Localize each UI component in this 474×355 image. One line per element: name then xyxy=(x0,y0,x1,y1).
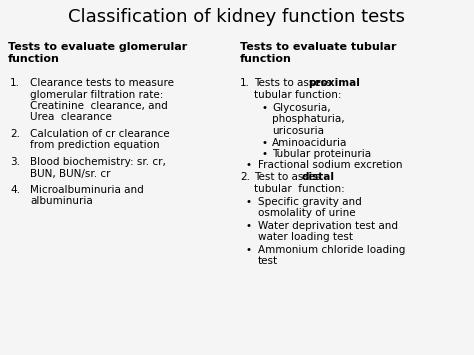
Text: Creatinine  clearance, and: Creatinine clearance, and xyxy=(30,101,168,111)
Text: Aminoaciduria: Aminoaciduria xyxy=(272,137,347,147)
Text: •: • xyxy=(246,160,252,170)
Text: •: • xyxy=(262,149,268,159)
Text: •: • xyxy=(246,197,252,207)
Text: test: test xyxy=(258,257,278,267)
Text: 2.: 2. xyxy=(240,172,250,182)
Text: Urea  clearance: Urea clearance xyxy=(30,113,112,122)
Text: Calculation of cr clearance: Calculation of cr clearance xyxy=(30,129,170,139)
Text: Specific gravity and: Specific gravity and xyxy=(258,197,362,207)
Text: 1.: 1. xyxy=(10,78,20,88)
Text: tubular function:: tubular function: xyxy=(254,89,341,99)
Text: tubular  function:: tubular function: xyxy=(254,184,345,193)
Text: water loading test: water loading test xyxy=(258,233,353,242)
Text: phosphaturia,: phosphaturia, xyxy=(272,115,345,125)
Text: Tests to assess: Tests to assess xyxy=(254,78,335,88)
Text: Tests to evaluate glomerular
function: Tests to evaluate glomerular function xyxy=(8,42,187,64)
Text: 1.: 1. xyxy=(240,78,250,88)
Text: uricosuria: uricosuria xyxy=(272,126,324,136)
Text: Clearance tests to measure: Clearance tests to measure xyxy=(30,78,174,88)
Text: Classification of kidney function tests: Classification of kidney function tests xyxy=(69,8,405,26)
Text: Tests to evaluate tubular
function: Tests to evaluate tubular function xyxy=(240,42,396,64)
Text: Fractional sodium excretion: Fractional sodium excretion xyxy=(258,160,402,170)
Text: Ammonium chloride loading: Ammonium chloride loading xyxy=(258,245,405,255)
Text: •: • xyxy=(246,221,252,231)
Text: •: • xyxy=(262,103,268,113)
Text: distal: distal xyxy=(301,172,334,182)
Text: 4.: 4. xyxy=(10,185,20,195)
Text: Blood biochemistry: sr. cr,: Blood biochemistry: sr. cr, xyxy=(30,157,166,167)
Text: glomerular filtration rate:: glomerular filtration rate: xyxy=(30,89,164,99)
Text: Glycosuria,: Glycosuria, xyxy=(272,103,331,113)
Text: 2.: 2. xyxy=(10,129,20,139)
Text: Tubular proteinuria: Tubular proteinuria xyxy=(272,149,371,159)
Text: proximal: proximal xyxy=(308,78,360,88)
Text: BUN, BUN/sr. cr: BUN, BUN/sr. cr xyxy=(30,169,110,179)
Text: from prediction equation: from prediction equation xyxy=(30,141,160,151)
Text: Microalbuminuria and: Microalbuminuria and xyxy=(30,185,144,195)
Text: •: • xyxy=(246,245,252,255)
Text: osmolality of urine: osmolality of urine xyxy=(258,208,356,218)
Text: albuminuria: albuminuria xyxy=(30,197,93,207)
Text: Water deprivation test and: Water deprivation test and xyxy=(258,221,398,231)
Text: 3.: 3. xyxy=(10,157,20,167)
Text: •: • xyxy=(262,137,268,147)
Text: Test to asses: Test to asses xyxy=(254,172,324,182)
